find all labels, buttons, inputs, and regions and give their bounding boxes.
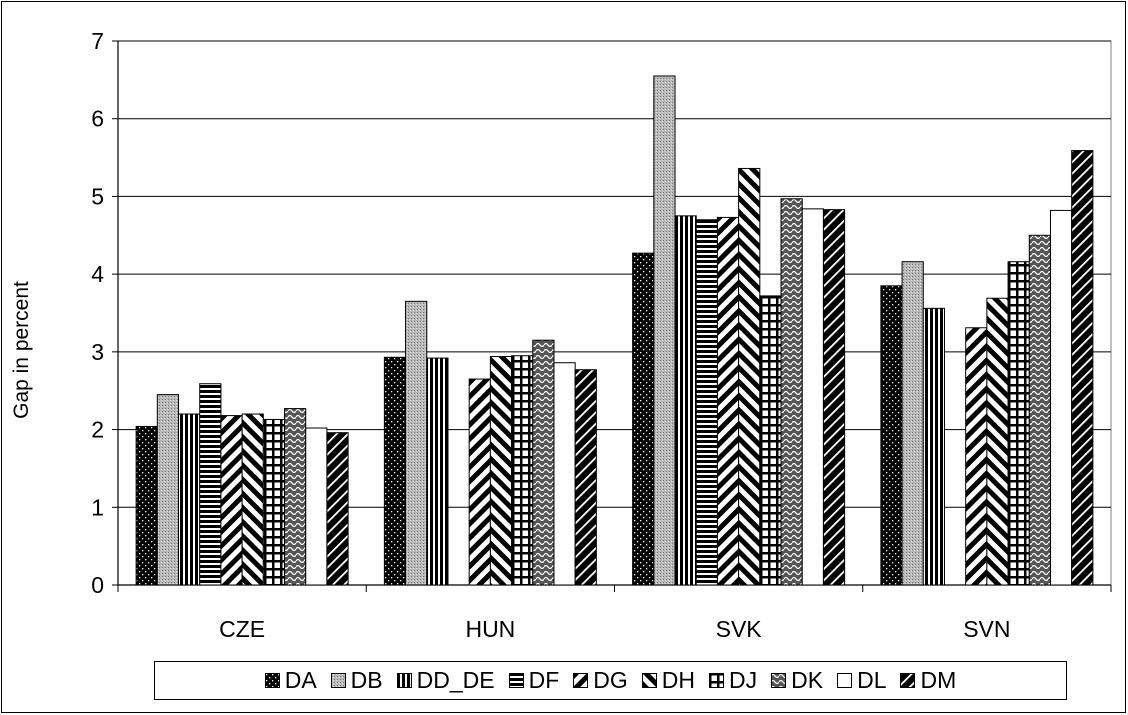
bar-DA-HUN: [383, 356, 407, 586]
tick-labels: 0 1 2 3 4 5 6 7 CZE HUN SVK SVN: [91, 28, 1010, 642]
y-tick-label: 4: [91, 261, 104, 287]
bars: [135, 75, 1094, 586]
legend-item-DM: DM: [900, 667, 956, 694]
legend-item-DD_DE: DD_DE: [396, 667, 495, 694]
y-tick-label: 6: [91, 106, 104, 132]
legend-label: DK: [791, 667, 824, 693]
legend-item-DB: DB: [330, 667, 383, 694]
legend-label: DB: [350, 667, 383, 693]
legend-item-DG: DG: [573, 667, 628, 694]
legend-label: DA: [284, 667, 317, 693]
bar-DA-CZE: [135, 425, 158, 586]
legend-item-DJ: DJ: [709, 667, 757, 694]
legend-swatch: [396, 673, 412, 688]
legend-label: DD_DE: [416, 667, 495, 693]
bar-DH-CZE: [241, 413, 264, 586]
y-axis-title: Gap in percent: [10, 281, 33, 419]
bar-DM-SVN: [1071, 150, 1094, 586]
bar-DG-CZE: [220, 415, 243, 586]
legend-swatch: [709, 673, 724, 688]
legend-swatch: [508, 673, 524, 688]
legend-item-DK: DK: [771, 667, 823, 694]
y-tick-label: 7: [91, 28, 104, 54]
legend-swatch: [264, 673, 280, 688]
bar-DD_DE-HUN: [426, 357, 449, 586]
bar-DF-SVK: [695, 219, 718, 586]
legend-label: DJ: [729, 667, 758, 693]
bar-DM-SVK: [822, 209, 846, 586]
legend-swatch: [837, 673, 853, 688]
bar-DF-CZE: [199, 383, 222, 586]
bar-DL-HUN: [553, 362, 576, 586]
legend-item-DL: DL: [837, 667, 886, 694]
bar-DM-HUN: [574, 369, 597, 586]
bar-DB-HUN: [405, 300, 428, 586]
x-tick-label: CZE: [219, 616, 265, 642]
bar-DK-HUN: [532, 339, 555, 586]
bar-DB-CZE: [156, 394, 180, 586]
bar-DK-SVK: [780, 198, 803, 586]
bar-DB-SVK: [653, 75, 676, 586]
bar-DD_DE-CZE: [178, 413, 201, 586]
legend-item-DF: DF: [508, 667, 560, 694]
bar-DH-HUN: [489, 356, 513, 586]
bar-DJ-CZE: [262, 418, 286, 586]
x-tick-label: SVK: [716, 616, 763, 642]
bar-DG-SVK: [716, 216, 740, 586]
legend-swatch: [641, 673, 657, 688]
bar-DK-SVN: [1028, 234, 1051, 586]
bar-DH-SVN: [986, 297, 1009, 586]
legend-label: DF: [528, 667, 560, 693]
legend-item-DH: DH: [641, 667, 695, 694]
bar-DL-SVN: [1049, 209, 1073, 586]
legend-item-DA: DA: [264, 667, 317, 694]
bar-DG-SVN: [965, 327, 988, 586]
y-tick-label: 1: [91, 494, 104, 520]
bar-DJ-SVN: [1007, 261, 1030, 586]
legend-swatch: [900, 673, 916, 688]
bar-DD_DE-SVK: [674, 215, 697, 586]
legend-label: DL: [857, 667, 887, 693]
bar-DH-SVK: [738, 167, 761, 586]
bar-DJ-HUN: [511, 355, 534, 586]
y-tick-label: 5: [91, 183, 104, 209]
bar-DM-CZE: [326, 432, 349, 586]
y-tick-label: 2: [91, 417, 104, 443]
legend-swatch: [573, 673, 589, 688]
legend-swatch: [771, 673, 787, 688]
bar-DB-SVN: [901, 261, 924, 586]
y-tick-label: 3: [91, 339, 104, 365]
bar-DL-CZE: [305, 427, 328, 586]
y-tick-label: 0: [91, 572, 104, 598]
legend-label: DM: [920, 667, 957, 693]
x-tick-label: SVN: [963, 616, 1010, 642]
bar-DA-SVK: [632, 252, 655, 586]
legend: DA DB DD_DE DF DG DH DJ DK DL DM: [154, 661, 1067, 700]
legend-label: DH: [661, 667, 695, 693]
legend-swatch: [330, 673, 346, 688]
legend-label: DG: [593, 667, 628, 693]
bar-DL-SVK: [801, 208, 824, 586]
bar-DK-CZE: [284, 408, 307, 586]
bar-DA-SVN: [880, 285, 903, 586]
bar-DJ-SVK: [759, 295, 782, 586]
x-tick-label: HUN: [465, 616, 515, 642]
bar-DD_DE-SVN: [922, 307, 945, 586]
bar-DG-HUN: [468, 378, 491, 586]
